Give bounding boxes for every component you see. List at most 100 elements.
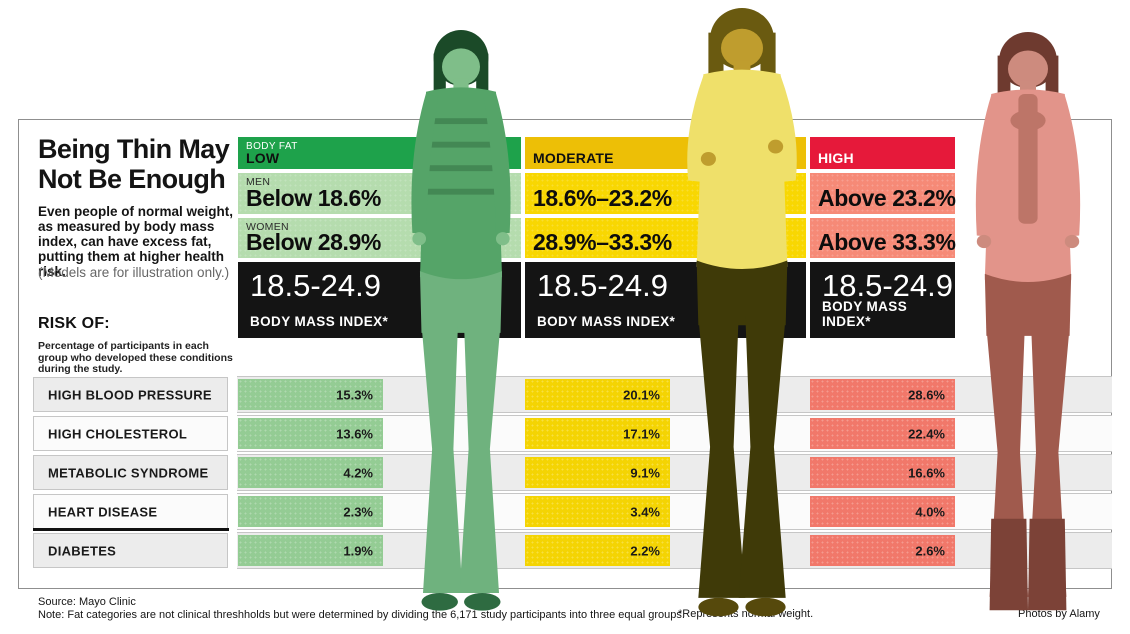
- model-photo-low: [411, 30, 511, 611]
- shoe: [464, 593, 501, 611]
- moderate-value-bar: 9.1%: [525, 457, 670, 488]
- low-level-label: LOW: [246, 150, 280, 166]
- moderate-value-text: 2.2%: [630, 543, 660, 558]
- risk-row-label: HIGH BLOOD PRESSURE: [33, 377, 228, 412]
- left-leg: [698, 316, 746, 598]
- moderate-value-bar: 20.1%: [525, 379, 670, 410]
- risk-row-label: METABOLIC SYNDROME: [33, 455, 228, 490]
- source-text: Source: Mayo Clinic: [38, 596, 136, 608]
- high-value-bar: 16.6%: [810, 457, 955, 488]
- low-value-text: 13.6%: [336, 426, 373, 441]
- left-arm: [975, 95, 1004, 238]
- boot: [1028, 518, 1067, 611]
- shirt-stripe: [419, 188, 503, 195]
- men-label: MEN: [246, 176, 271, 188]
- page-title-line1: Being Thin May: [38, 134, 230, 164]
- low-bmi-value: 18.5-24.9: [250, 268, 381, 303]
- moderate-value-text: 20.1%: [623, 387, 660, 402]
- head: [721, 28, 763, 68]
- moderate-value-bar: 2.2%: [525, 535, 670, 566]
- right-arm: [483, 93, 511, 235]
- page-title: Being Thin May Not Be Enough: [38, 134, 258, 194]
- risk-row-label: DIABETES: [33, 533, 228, 568]
- hand: [768, 139, 784, 154]
- risk-label-text: DIABETES: [48, 543, 117, 558]
- torso-top: [696, 69, 788, 275]
- photo-credit: Photos by Alamy: [1018, 608, 1100, 620]
- shoe: [421, 593, 458, 611]
- low-women-value: Below 28.9%: [246, 229, 381, 255]
- high-women-value: Above 33.3%: [818, 229, 956, 255]
- risk-row-label: HIGH CHOLESTEROL: [33, 416, 228, 451]
- low-men-value: Below 18.6%: [246, 185, 381, 211]
- right-arm: [1052, 95, 1081, 238]
- high-men-value: Above 23.2%: [818, 185, 956, 211]
- models-note: (Models are for illustration only.): [38, 265, 230, 280]
- moderate-value-bar: 3.4%: [525, 496, 670, 527]
- moderate-bmi-value: 18.5-24.9: [537, 268, 668, 303]
- low-value-text: 15.3%: [336, 387, 373, 402]
- low-value-text: 2.3%: [343, 504, 373, 519]
- model-photo-high: [975, 32, 1081, 611]
- moderate-bmi-caption: BODY MASS INDEX*: [537, 314, 676, 329]
- moderate-value-bar: 17.1%: [525, 418, 670, 449]
- low-bmi-caption: BODY MASS INDEX*: [250, 314, 389, 329]
- risk-of-note: Percentage of participants in each group…: [38, 340, 233, 375]
- shirt-stripe: [421, 141, 501, 148]
- hips: [419, 271, 503, 333]
- moderate-value-text: 9.1%: [630, 465, 660, 480]
- low-value-bar: 13.6%: [238, 418, 383, 449]
- moderate-women-value: 28.9%–33.3%: [533, 229, 672, 255]
- hips: [696, 260, 788, 326]
- head: [1008, 50, 1048, 88]
- high-value-bar: 2.6%: [810, 535, 955, 566]
- high-header-bar: HIGH: [810, 137, 955, 169]
- low-value-text: 1.9%: [343, 543, 373, 558]
- model-photo-moderate: [687, 8, 797, 617]
- high-bmi-caption: BODY MASS INDEX*: [822, 299, 908, 329]
- left-arm: [411, 93, 439, 235]
- intro-text: Even people of normal weight, as measure…: [38, 204, 234, 279]
- risk-label-text: METABOLIC SYNDROME: [48, 465, 209, 480]
- risk-label-text: HEART DISEASE: [48, 504, 158, 519]
- high-value-bar: 22.4%: [810, 418, 955, 449]
- risk-label-text: HIGH BLOOD PRESSURE: [48, 387, 212, 402]
- moderate-men-value: 18.6%–23.2%: [533, 185, 672, 211]
- women-label: WOMEN: [246, 221, 289, 233]
- head: [442, 48, 480, 86]
- low-value-bar: 15.3%: [238, 379, 383, 410]
- shoe: [745, 597, 786, 617]
- low-value-bar: 2.3%: [238, 496, 383, 527]
- hand: [495, 232, 510, 246]
- high-value-text: 16.6%: [908, 465, 945, 480]
- high-bmi-value: 18.5-24.9: [822, 268, 953, 303]
- moderate-level-label: MODERATE: [533, 150, 614, 166]
- low-value-bar: 1.9%: [238, 535, 383, 566]
- risk-of-heading: RISK OF:: [38, 315, 110, 332]
- high-value-text: 4.0%: [915, 504, 945, 519]
- hand: [976, 234, 992, 249]
- high-women-band: Above 33.3%: [810, 218, 956, 258]
- low-value-bar: 4.2%: [238, 457, 383, 488]
- high-value-text: 2.6%: [915, 543, 945, 558]
- page-title-line2: Not Be Enough: [38, 164, 226, 194]
- high-value-text: 28.6%: [908, 387, 945, 402]
- high-bmi-bar: 18.5-24.9 BODY MASS INDEX*: [810, 262, 955, 338]
- moderate-value-text: 3.4%: [630, 504, 660, 519]
- hips: [984, 273, 1072, 336]
- right-leg: [459, 324, 501, 594]
- hand: [700, 151, 716, 166]
- shoe: [698, 597, 739, 617]
- low-value-text: 4.2%: [343, 465, 373, 480]
- note-text: Note: Fat categories are not clinical th…: [38, 609, 685, 621]
- left-leg: [421, 324, 463, 594]
- high-men-band: Above 23.2%: [810, 173, 956, 214]
- boot: [989, 518, 1028, 611]
- torso-top: [419, 87, 503, 285]
- left-arm: [687, 75, 717, 183]
- moderate-value-text: 17.1%: [623, 426, 660, 441]
- high-value-text: 22.4%: [908, 426, 945, 441]
- hand: [412, 232, 427, 246]
- crossed-arms: [694, 134, 790, 162]
